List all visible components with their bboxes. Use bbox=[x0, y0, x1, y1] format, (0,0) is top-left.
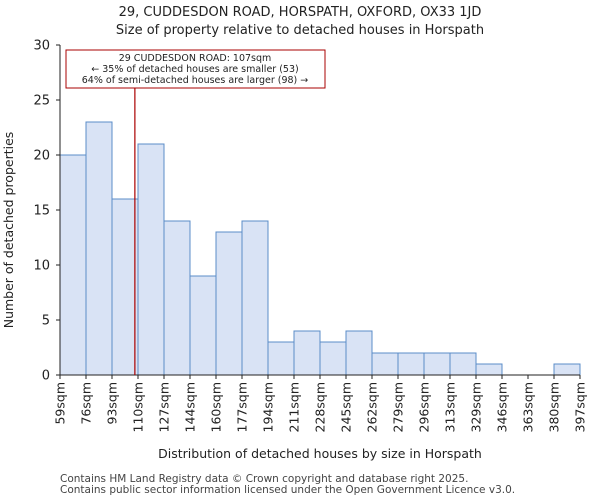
bar-59sqm bbox=[59, 154, 87, 376]
bar-262sqm bbox=[371, 352, 399, 376]
x-tick-label-76sqm: 76sqm bbox=[79, 382, 94, 425]
x-tick-label-194sqm: 194sqm bbox=[261, 382, 276, 432]
annotation-line-2: ← 35% of detached houses are smaller (53… bbox=[91, 64, 298, 75]
x-tick-label-363sqm: 363sqm bbox=[521, 382, 536, 432]
y-axis-title: Number of detached properties bbox=[1, 132, 16, 329]
bar-211sqm bbox=[293, 330, 321, 376]
x-tick-label-313sqm: 313sqm bbox=[443, 382, 458, 432]
x-axis-title: Distribution of detached houses by size … bbox=[158, 446, 482, 461]
y-tick-label-10: 10 bbox=[33, 259, 50, 274]
marker-group: 29 CUDDESDON ROAD: 107sqm← 35% of detach… bbox=[65, 49, 326, 375]
x-tick-label-245sqm: 245sqm bbox=[339, 382, 354, 432]
chart-title: 29, CUDDESDON ROAD, HORSPATH, OXFORD, OX… bbox=[118, 5, 482, 20]
bar-127sqm bbox=[163, 220, 191, 376]
y-tick-label-25: 25 bbox=[33, 94, 50, 109]
bar-313sqm bbox=[449, 352, 477, 376]
annotation-line-3: 64% of semi-detached houses are larger (… bbox=[82, 75, 309, 86]
x-tick-label-262sqm: 262sqm bbox=[365, 382, 380, 432]
bar-144sqm bbox=[189, 275, 217, 376]
x-tick-label-144sqm: 144sqm bbox=[183, 382, 198, 432]
bar-279sqm bbox=[397, 352, 425, 376]
bar-177sqm bbox=[241, 220, 269, 376]
y-tick-label-5: 5 bbox=[42, 314, 50, 329]
x-tick-label-177sqm: 177sqm bbox=[235, 382, 250, 432]
x-tick-label-397sqm: 397sqm bbox=[573, 382, 588, 432]
chart-title-block: 29, CUDDESDON ROAD, HORSPATH, OXFORD, OX… bbox=[0, 4, 600, 40]
bar-160sqm bbox=[215, 231, 243, 376]
y-tick-label-20: 20 bbox=[33, 149, 50, 164]
x-tick-label-296sqm: 296sqm bbox=[417, 382, 432, 432]
x-tick-label-93sqm: 93sqm bbox=[105, 382, 120, 425]
annotation-box bbox=[65, 49, 326, 89]
bar-329sqm bbox=[475, 363, 503, 376]
bar-76sqm bbox=[85, 121, 113, 376]
bar-93sqm bbox=[111, 198, 139, 376]
annotation-line-1: 29 CUDDESDON ROAD: 107sqm bbox=[119, 53, 272, 64]
bar-110sqm bbox=[137, 143, 165, 376]
bar-245sqm bbox=[345, 330, 373, 376]
chart-subtitle: Size of property relative to detached ho… bbox=[115, 23, 485, 38]
x-tick-label-346sqm: 346sqm bbox=[495, 382, 510, 432]
footer-line-1: Contains HM Land Registry data © Crown c… bbox=[60, 473, 469, 485]
x-tick-label-279sqm: 279sqm bbox=[391, 382, 406, 432]
x-tick-label-228sqm: 228sqm bbox=[313, 382, 328, 432]
bar-296sqm bbox=[423, 352, 451, 376]
labels-group: Distribution of detached houses by size … bbox=[1, 132, 482, 461]
x-tick-label-160sqm: 160sqm bbox=[209, 382, 224, 432]
y-tick-label-0: 0 bbox=[42, 369, 50, 384]
y-tick-label-15: 15 bbox=[33, 204, 50, 219]
footer: Contains HM Land Registry data © Crown c… bbox=[60, 474, 515, 496]
bar-380sqm bbox=[553, 363, 581, 376]
bar-194sqm bbox=[267, 341, 295, 376]
x-tick-label-127sqm: 127sqm bbox=[157, 382, 172, 432]
x-tick-label-59sqm: 59sqm bbox=[53, 382, 68, 425]
x-tick-label-380sqm: 380sqm bbox=[547, 382, 562, 432]
x-tick-label-110sqm: 110sqm bbox=[131, 382, 146, 432]
footer-line-2: Contains public sector information licen… bbox=[60, 484, 516, 496]
x-tick-label-211sqm: 211sqm bbox=[287, 382, 302, 432]
y-tick-label-30: 30 bbox=[33, 39, 50, 54]
axes-group: 0 5 10 15 20 25 30 59sqm 76sqm 93sqm 110sqm 127sqm 1… bbox=[33, 39, 587, 433]
bar-228sqm bbox=[319, 341, 347, 376]
bars-group bbox=[59, 121, 581, 376]
x-tick-label-329sqm: 329sqm bbox=[469, 382, 484, 432]
